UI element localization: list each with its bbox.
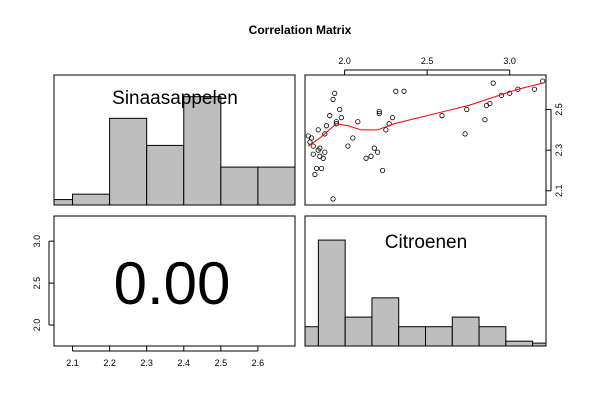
y-tick-label: 2.3 — [554, 144, 564, 157]
x-tick-label: 2.1 — [66, 358, 79, 368]
y-tick-label: 2.5 — [554, 103, 564, 116]
x-tick-label: 2.4 — [178, 358, 191, 368]
histogram-bar — [257, 166, 296, 206]
scatter-point — [507, 90, 513, 96]
scatter-panel: 2.0 2.5 3.0 2.1 2.3 2.5 — [304, 56, 564, 206]
scatter-point — [320, 155, 326, 161]
histogram-bar — [72, 193, 111, 206]
scatter-points — [305, 78, 546, 202]
x-tick-label: 2.2 — [103, 358, 116, 368]
chart-title: Correlation Matrix — [249, 23, 352, 37]
scatter-point — [363, 155, 369, 161]
scatter-point — [322, 131, 328, 137]
scatter-point — [322, 149, 328, 155]
scatter-point — [310, 151, 316, 157]
histogram-bar — [146, 144, 185, 206]
scatter-point — [375, 149, 381, 155]
histogram-bars-citroenen — [304, 239, 547, 347]
scatter-point — [317, 145, 323, 151]
bottom-x-axis: 2.1 2.2 2.3 2.4 2.5 2.6 — [66, 346, 264, 368]
histogram-bar — [344, 316, 373, 347]
scatter-point — [401, 88, 407, 94]
scatter-point — [540, 78, 546, 84]
x-tick-label: 2.3 — [140, 358, 153, 368]
correlation-value: 0.00 — [114, 250, 231, 317]
scatter-point — [338, 115, 344, 121]
histogram-bar — [425, 326, 453, 347]
panel-frame — [53, 215, 296, 347]
y-tick-label: 2.0 — [32, 319, 42, 332]
histogram-bar — [109, 117, 148, 206]
scatter-point — [371, 145, 377, 151]
scatter-point — [330, 96, 336, 102]
top-x-axis: 2.0 2.5 3.0 — [338, 56, 516, 75]
histogram-bar — [451, 316, 480, 347]
scatter-point — [310, 143, 316, 149]
correlation-panel: 0.00 2.0 2.5 3.0 2.1 2.2 2.3 2.4 2.5 2.6 — [32, 215, 296, 368]
scatter-point — [309, 135, 315, 141]
scatter-point — [531, 86, 538, 92]
scatter-point — [350, 135, 356, 141]
right-y-axis: 2.1 2.3 2.5 — [546, 103, 564, 197]
scatter-point — [389, 115, 396, 121]
scatter-point — [379, 167, 386, 174]
scatter-point — [490, 80, 496, 86]
scatter-point — [323, 123, 330, 129]
scatter-point — [312, 171, 318, 178]
scatter-point — [383, 127, 389, 133]
scatter-point — [487, 100, 493, 107]
smoother-line — [308, 82, 543, 147]
left-y-axis: 2.0 2.5 3.0 — [32, 235, 54, 331]
scatter-point — [332, 90, 338, 96]
histogram-bar — [183, 96, 222, 206]
panel-frame — [304, 74, 547, 206]
scatter-point — [355, 119, 361, 125]
histogram-bar — [398, 326, 427, 347]
histogram-panel-sinaasappelen: Sinaasappelen — [53, 74, 296, 206]
x-tick-label: 2.5 — [421, 56, 434, 66]
histogram-bar — [478, 326, 507, 347]
histogram-bar — [371, 297, 400, 347]
scatter-point — [315, 127, 321, 133]
x-tick-label: 3.0 — [503, 56, 516, 66]
y-tick-label: 3.0 — [32, 235, 42, 248]
scatter-point — [330, 196, 336, 202]
scatter-point — [345, 143, 351, 149]
scatter-point — [464, 106, 470, 113]
scatter-point — [313, 165, 320, 172]
y-tick-label: 2.5 — [32, 277, 42, 290]
histogram-bar — [505, 340, 534, 347]
scatter-point — [337, 106, 343, 113]
scatter-point — [462, 131, 468, 137]
x-tick-label: 2.0 — [338, 56, 351, 66]
y-tick-label: 2.1 — [554, 185, 564, 198]
histogram-panel-citroenen: Citroenen — [304, 215, 547, 347]
histogram-bar — [220, 166, 259, 206]
x-tick-label: 2.6 — [252, 358, 265, 368]
scatter-point — [327, 113, 333, 119]
histogram-bar — [317, 239, 346, 347]
histogram-bar — [53, 199, 74, 206]
variable-label-sinaasappelen: Sinaasappelen — [112, 88, 238, 109]
scatter-point — [482, 117, 488, 123]
scatter-point — [515, 86, 521, 92]
scatter-point — [393, 88, 399, 94]
x-tick-label: 2.5 — [215, 358, 228, 368]
scatter-point — [376, 110, 382, 117]
scatter-point — [439, 113, 445, 119]
histogram-bar — [304, 326, 319, 347]
scatter-point — [318, 165, 325, 172]
histogram-bar — [532, 342, 547, 347]
scatter-point — [376, 108, 382, 115]
scatter-point — [368, 153, 374, 159]
variable-label-citroenen: Citroenen — [385, 232, 467, 253]
histogram-bars-sinaasappelen — [53, 96, 296, 206]
